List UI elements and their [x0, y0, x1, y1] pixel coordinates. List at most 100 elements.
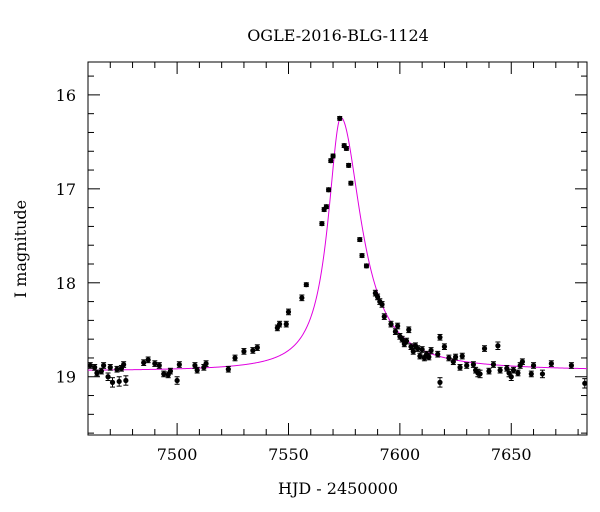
data-point-marker [481, 345, 488, 352]
data-point [406, 326, 412, 334]
data-point-marker [94, 370, 100, 376]
data-point-marker [225, 366, 231, 372]
data-point [337, 115, 343, 121]
y-axis-ticks [88, 75, 587, 434]
data-point-marker [121, 361, 127, 368]
data-point [176, 361, 182, 368]
data-point-marker [426, 354, 432, 360]
data-point-marker [410, 348, 416, 354]
data-point-marker [145, 357, 151, 363]
data-point [276, 320, 283, 328]
x-tick-label: 7500 [157, 445, 198, 464]
data-point [459, 352, 465, 360]
data-point [381, 313, 387, 320]
data-point-marker [337, 115, 343, 121]
data-point-marker [276, 321, 283, 327]
data-point [107, 364, 113, 371]
data-point [379, 301, 385, 308]
data-point [415, 345, 421, 352]
data-point [299, 294, 305, 302]
data-point-marker [123, 377, 129, 384]
data-point [539, 369, 546, 379]
data-point-marker [435, 351, 441, 357]
y-axis-tick-labels: 16 17 18 19 [56, 86, 76, 387]
plot-frame [87, 61, 588, 436]
data-point-marker [348, 180, 354, 186]
data-point-marker [399, 336, 405, 342]
data-point [392, 328, 399, 335]
data-point-marker [452, 354, 459, 360]
data-point [582, 378, 588, 389]
data-point-marker [486, 368, 492, 374]
data-point [152, 360, 158, 367]
data-point [87, 362, 93, 369]
data-point-marker [325, 187, 332, 193]
x-tick-label: 7550 [268, 445, 309, 464]
data-point [419, 346, 425, 353]
y-tick-label: 19 [56, 368, 76, 387]
data-point-marker [328, 158, 334, 164]
data-point-marker [254, 345, 260, 351]
data-point [254, 344, 260, 351]
data-point-marker [194, 367, 200, 373]
data-point-marker [582, 380, 588, 386]
data-point [285, 308, 292, 316]
data-point [441, 343, 448, 351]
data-point [548, 360, 554, 367]
x-axis-label: HJD - 2450000 [278, 479, 398, 498]
data-point [481, 345, 488, 352]
data-point [359, 252, 365, 259]
data-point-marker [497, 367, 503, 373]
data-point-marker [303, 282, 309, 288]
data-point-marker [87, 362, 93, 369]
data-point-marker [107, 364, 113, 370]
data-point-marker [330, 153, 336, 159]
data-point-marker [477, 371, 483, 377]
data-point [109, 377, 116, 388]
data-point-marker [105, 374, 111, 380]
data-point [105, 372, 111, 382]
data-point [428, 347, 434, 354]
data-point-marker [417, 353, 423, 359]
data-point-marker [515, 370, 521, 376]
data-point-marker [381, 314, 387, 320]
data-point-marker [450, 359, 456, 365]
data-point-marker [323, 204, 329, 210]
data-point-marker [568, 362, 575, 369]
data-point [92, 364, 98, 371]
data-point [241, 348, 247, 355]
data-point-marker [539, 371, 546, 377]
data-point [225, 365, 231, 373]
data-point [194, 366, 200, 374]
data-point-marker [152, 360, 158, 367]
data-point [388, 320, 394, 328]
data-point-marker [528, 371, 534, 377]
data-point [495, 341, 501, 351]
data-point-marker [250, 347, 256, 354]
data-point-marker [519, 359, 525, 365]
x-axis-ticks [87, 62, 579, 435]
y-tick-label: 17 [56, 180, 76, 199]
model-curve [88, 116, 588, 371]
data-point-marker [92, 364, 98, 370]
data-point [437, 377, 443, 388]
data-point [490, 361, 497, 368]
data-point-marker [403, 338, 410, 344]
data-point-marker [406, 327, 412, 333]
data-point [363, 263, 370, 269]
y-axis-label: I magnitude [11, 200, 30, 298]
data-point [515, 369, 521, 377]
data-point [357, 236, 363, 243]
data-point-marker [176, 361, 182, 368]
data-point [510, 366, 517, 374]
data-point-marker [299, 295, 305, 301]
data-point [116, 376, 122, 387]
data-point-marker [495, 343, 501, 349]
data-point [403, 337, 410, 345]
data-point-marker [346, 162, 352, 168]
data-point [530, 362, 537, 369]
data-point [452, 353, 459, 361]
data-point [167, 367, 174, 375]
data-point-marker [457, 364, 463, 370]
x-axis-tick-labels: 7500 7550 7600 7650 [157, 445, 532, 464]
